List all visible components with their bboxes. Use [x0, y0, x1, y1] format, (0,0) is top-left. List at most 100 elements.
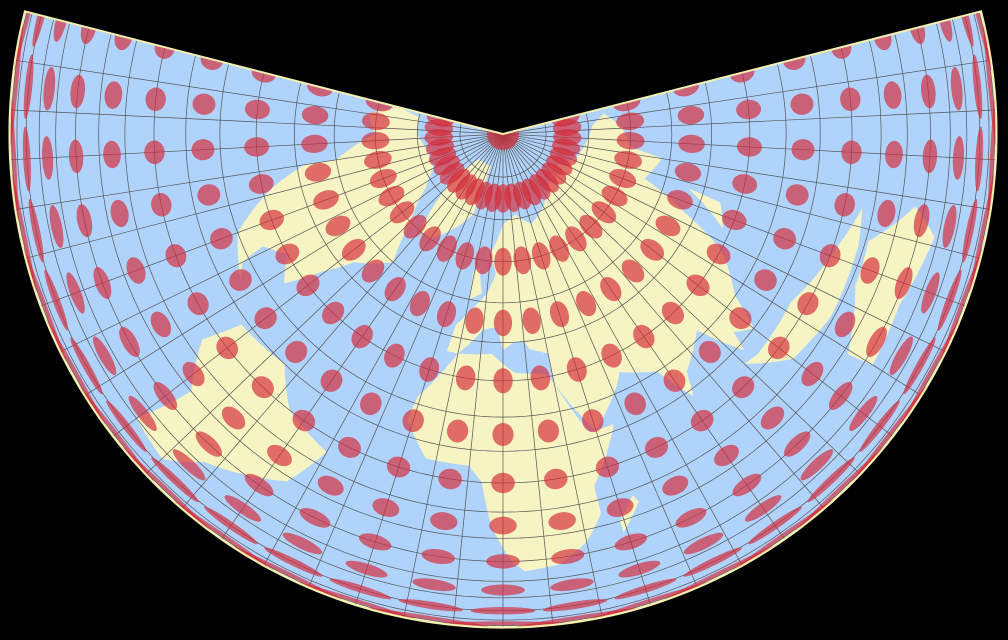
indicatrix-ellipse [364, 150, 392, 169]
parallel-line [294, 82, 712, 343]
indicatrix-ellipse [224, 495, 262, 522]
indicatrix-ellipse [110, 199, 129, 228]
land-indonesia [744, 208, 863, 364]
indicatrix-ellipse [609, 168, 637, 189]
indicatrix-ellipse [807, 457, 855, 503]
tissot-indicatrices [9, 11, 997, 628]
indicatrix-ellipse [616, 131, 645, 150]
indicatrix-ellipse [251, 376, 274, 399]
indicatrix-ellipse [409, 291, 430, 317]
indicatrix-ellipse [197, 184, 221, 206]
indicatrix-ellipse [600, 277, 622, 302]
indicatrix-ellipse [530, 365, 551, 391]
indicatrix-ellipse [210, 227, 233, 250]
land-southamerica [136, 324, 327, 482]
indicatrix-ellipse [714, 444, 739, 467]
indicatrix-ellipse [579, 214, 603, 239]
indicatrix-ellipse [321, 301, 345, 325]
indicatrix-ellipse [360, 392, 382, 416]
indicatrix-ellipse [549, 301, 570, 328]
indicatrix-ellipse [313, 190, 339, 210]
indicatrix-ellipse [70, 337, 103, 395]
indicatrix-ellipse [361, 131, 390, 150]
indicatrix-ellipse [565, 226, 587, 252]
indicatrix-ellipse [264, 547, 323, 577]
indicatrix-ellipse [104, 81, 123, 109]
indicatrix-ellipse [785, 184, 809, 206]
indicatrix-ellipse [296, 274, 320, 297]
indicatrix-ellipse [403, 214, 427, 239]
indicatrix-ellipse [337, 436, 362, 458]
indicatrix-ellipse [446, 419, 469, 443]
indicatrix-ellipse [640, 238, 665, 261]
indicatrix-ellipse [937, 269, 962, 331]
indicatrix-ellipse [204, 506, 258, 545]
indicatrix-ellipse [754, 269, 777, 291]
indicatrix-ellipse [492, 423, 514, 446]
indicatrix-ellipse [773, 227, 796, 250]
indicatrix-ellipse [784, 431, 811, 457]
indicatrix-ellipse [285, 340, 308, 363]
indicatrix-ellipse [866, 326, 887, 357]
indicatrix-ellipse [351, 324, 373, 349]
parallel-line [219, 63, 787, 418]
indicatrix-ellipse [644, 436, 669, 458]
indicatrix-ellipse [828, 382, 853, 410]
indicatrix-ellipse [595, 456, 620, 478]
indicatrix-ellipse [601, 343, 622, 368]
indicatrix-ellipse [486, 554, 520, 569]
indicatrix-ellipse [543, 599, 608, 612]
indicatrix-ellipse [732, 174, 758, 194]
indicatrix-ellipse [244, 99, 270, 120]
indicatrix-ellipse [299, 507, 331, 528]
indicatrix-ellipse [455, 242, 475, 270]
indicatrix-ellipse [182, 361, 205, 387]
indicatrix-ellipse [359, 533, 392, 551]
indicatrix-ellipse [606, 498, 634, 517]
indicatrix-ellipse [549, 235, 570, 262]
indicatrix-ellipse [614, 533, 647, 551]
indicatrix-ellipse [614, 150, 642, 169]
indicatrix-ellipse [436, 301, 457, 328]
indicatrix-ellipse [151, 457, 199, 503]
indicatrix-ellipse [93, 267, 112, 299]
indicatrix-ellipse [325, 215, 351, 237]
indicatrix-ellipse [259, 209, 284, 231]
indicatrix-ellipse [438, 468, 462, 490]
indicatrix-ellipse [744, 495, 782, 522]
indicatrix-ellipse [736, 137, 762, 157]
indicatrix-ellipse [548, 512, 576, 531]
parallel-line [98, 33, 908, 539]
indicatrix-ellipse [690, 409, 714, 432]
indicatrix-ellipse [301, 134, 328, 154]
indicatrix-ellipse [221, 406, 246, 430]
indicatrix-ellipse [282, 532, 323, 555]
indicatrix-ellipse [191, 139, 215, 161]
indicatrix-ellipse [618, 560, 661, 578]
indicatrix-ellipse [455, 365, 476, 391]
indicatrix-ellipse [28, 198, 44, 263]
indicatrix-ellipse [801, 361, 824, 387]
indicatrix-ellipse [537, 419, 560, 443]
indicatrix-ellipse [859, 400, 900, 452]
indicatrix-ellipse [834, 311, 856, 338]
indicatrix-ellipse [683, 532, 724, 555]
indicatrix-ellipse [729, 307, 752, 330]
indicatrix-ellipse [474, 246, 493, 275]
indicatrix-ellipse [513, 246, 532, 275]
indicatrix-ellipse [470, 607, 536, 615]
indicatrix-ellipse [384, 277, 406, 302]
indicatrix-ellipse [566, 357, 587, 382]
parallel-line [416, 112, 590, 221]
indicatrix-ellipse [576, 291, 597, 317]
indicatrix-ellipse [267, 444, 292, 467]
parallel-line [185, 55, 821, 452]
indicatrix-ellipse [126, 257, 146, 284]
indicatrix-ellipse [254, 307, 277, 330]
indicatrix-ellipse [187, 292, 209, 316]
indicatrix-ellipse [192, 93, 216, 115]
indicatrix-ellipse [663, 369, 686, 392]
indicatrix-ellipse [491, 472, 515, 494]
indicatrix-ellipse [883, 81, 902, 109]
